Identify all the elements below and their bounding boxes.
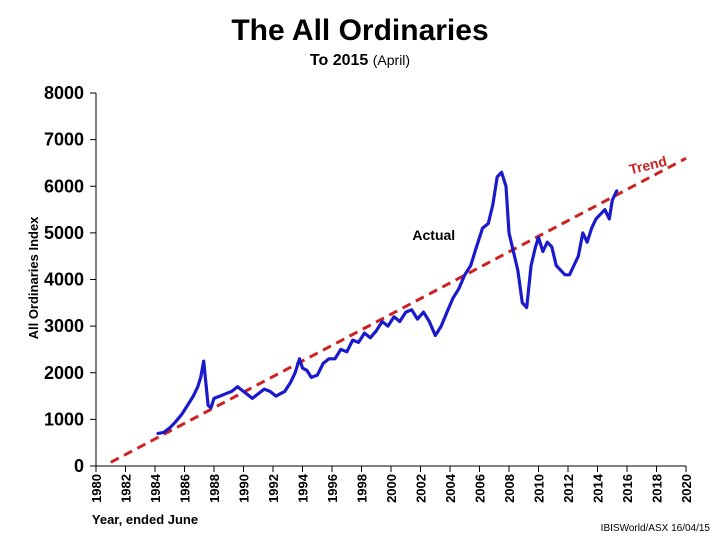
source-note: IBISWorld/ASX 16/04/15 (600, 523, 710, 534)
x-tick-label: 1980 (89, 474, 104, 503)
y-axis-label: All Ordinaries Index (26, 216, 41, 340)
y-tick-label: 3000 (44, 316, 84, 336)
y-tick-label: 1000 (44, 409, 84, 429)
x-tick-label: 1996 (325, 474, 340, 503)
chart-series (110, 156, 687, 464)
subtitle-main: To 2015 (309, 52, 369, 69)
x-tick-label: 2004 (443, 473, 458, 503)
x-tick-label: 2000 (384, 474, 399, 503)
y-tick-label: 7000 (44, 130, 84, 150)
y-tick-label: 6000 (44, 176, 84, 196)
y-tick-label: 0 (74, 456, 84, 476)
x-tick-label: 1986 (178, 474, 193, 503)
x-tick-label: 1984 (148, 473, 163, 503)
x-tick-label: 2002 (414, 474, 429, 503)
chart-title: The All Ordinaries (231, 14, 489, 47)
y-tick-label: 8000 (44, 83, 84, 103)
annotation-actual: Actual (412, 227, 455, 243)
chart-axes: 0 1000 2000 3000 4000 5000 6000 7000 8000 1980 198… (44, 83, 694, 503)
y-tick-label: 2000 (44, 363, 84, 383)
x-tick-label: 1994 (296, 473, 311, 503)
x-tick-label: 1998 (355, 474, 370, 503)
y-tick-label: 5000 (44, 223, 84, 243)
x-tick-label: 2020 (679, 474, 694, 503)
x-tick-label: 2010 (532, 474, 547, 503)
x-tick-label: 2008 (502, 474, 517, 503)
subtitle-note: (April) (372, 52, 411, 68)
x-tick-label: 2016 (620, 474, 635, 503)
x-tick-label: 1992 (266, 474, 281, 503)
x-tick-label: 2014 (591, 473, 606, 503)
chart-annotations: Actual Trend (412, 153, 668, 243)
x-axis-label: Year, ended June (92, 512, 198, 527)
x-tick-label: 1988 (207, 474, 222, 503)
chart-subtitle: To 2015 (April) (0, 52, 720, 70)
series-line-actual (156, 170, 619, 435)
annotation-trend: Trend (627, 153, 668, 178)
y-tick-label: 4000 (44, 270, 84, 290)
x-tick-label: 2012 (561, 474, 576, 503)
x-tick-label: 1982 (119, 474, 134, 503)
x-tick-label: 2018 (650, 474, 665, 503)
x-tick-label: 2006 (473, 474, 488, 503)
x-tick-label: 1990 (237, 474, 252, 503)
series-line-trend (110, 156, 687, 464)
